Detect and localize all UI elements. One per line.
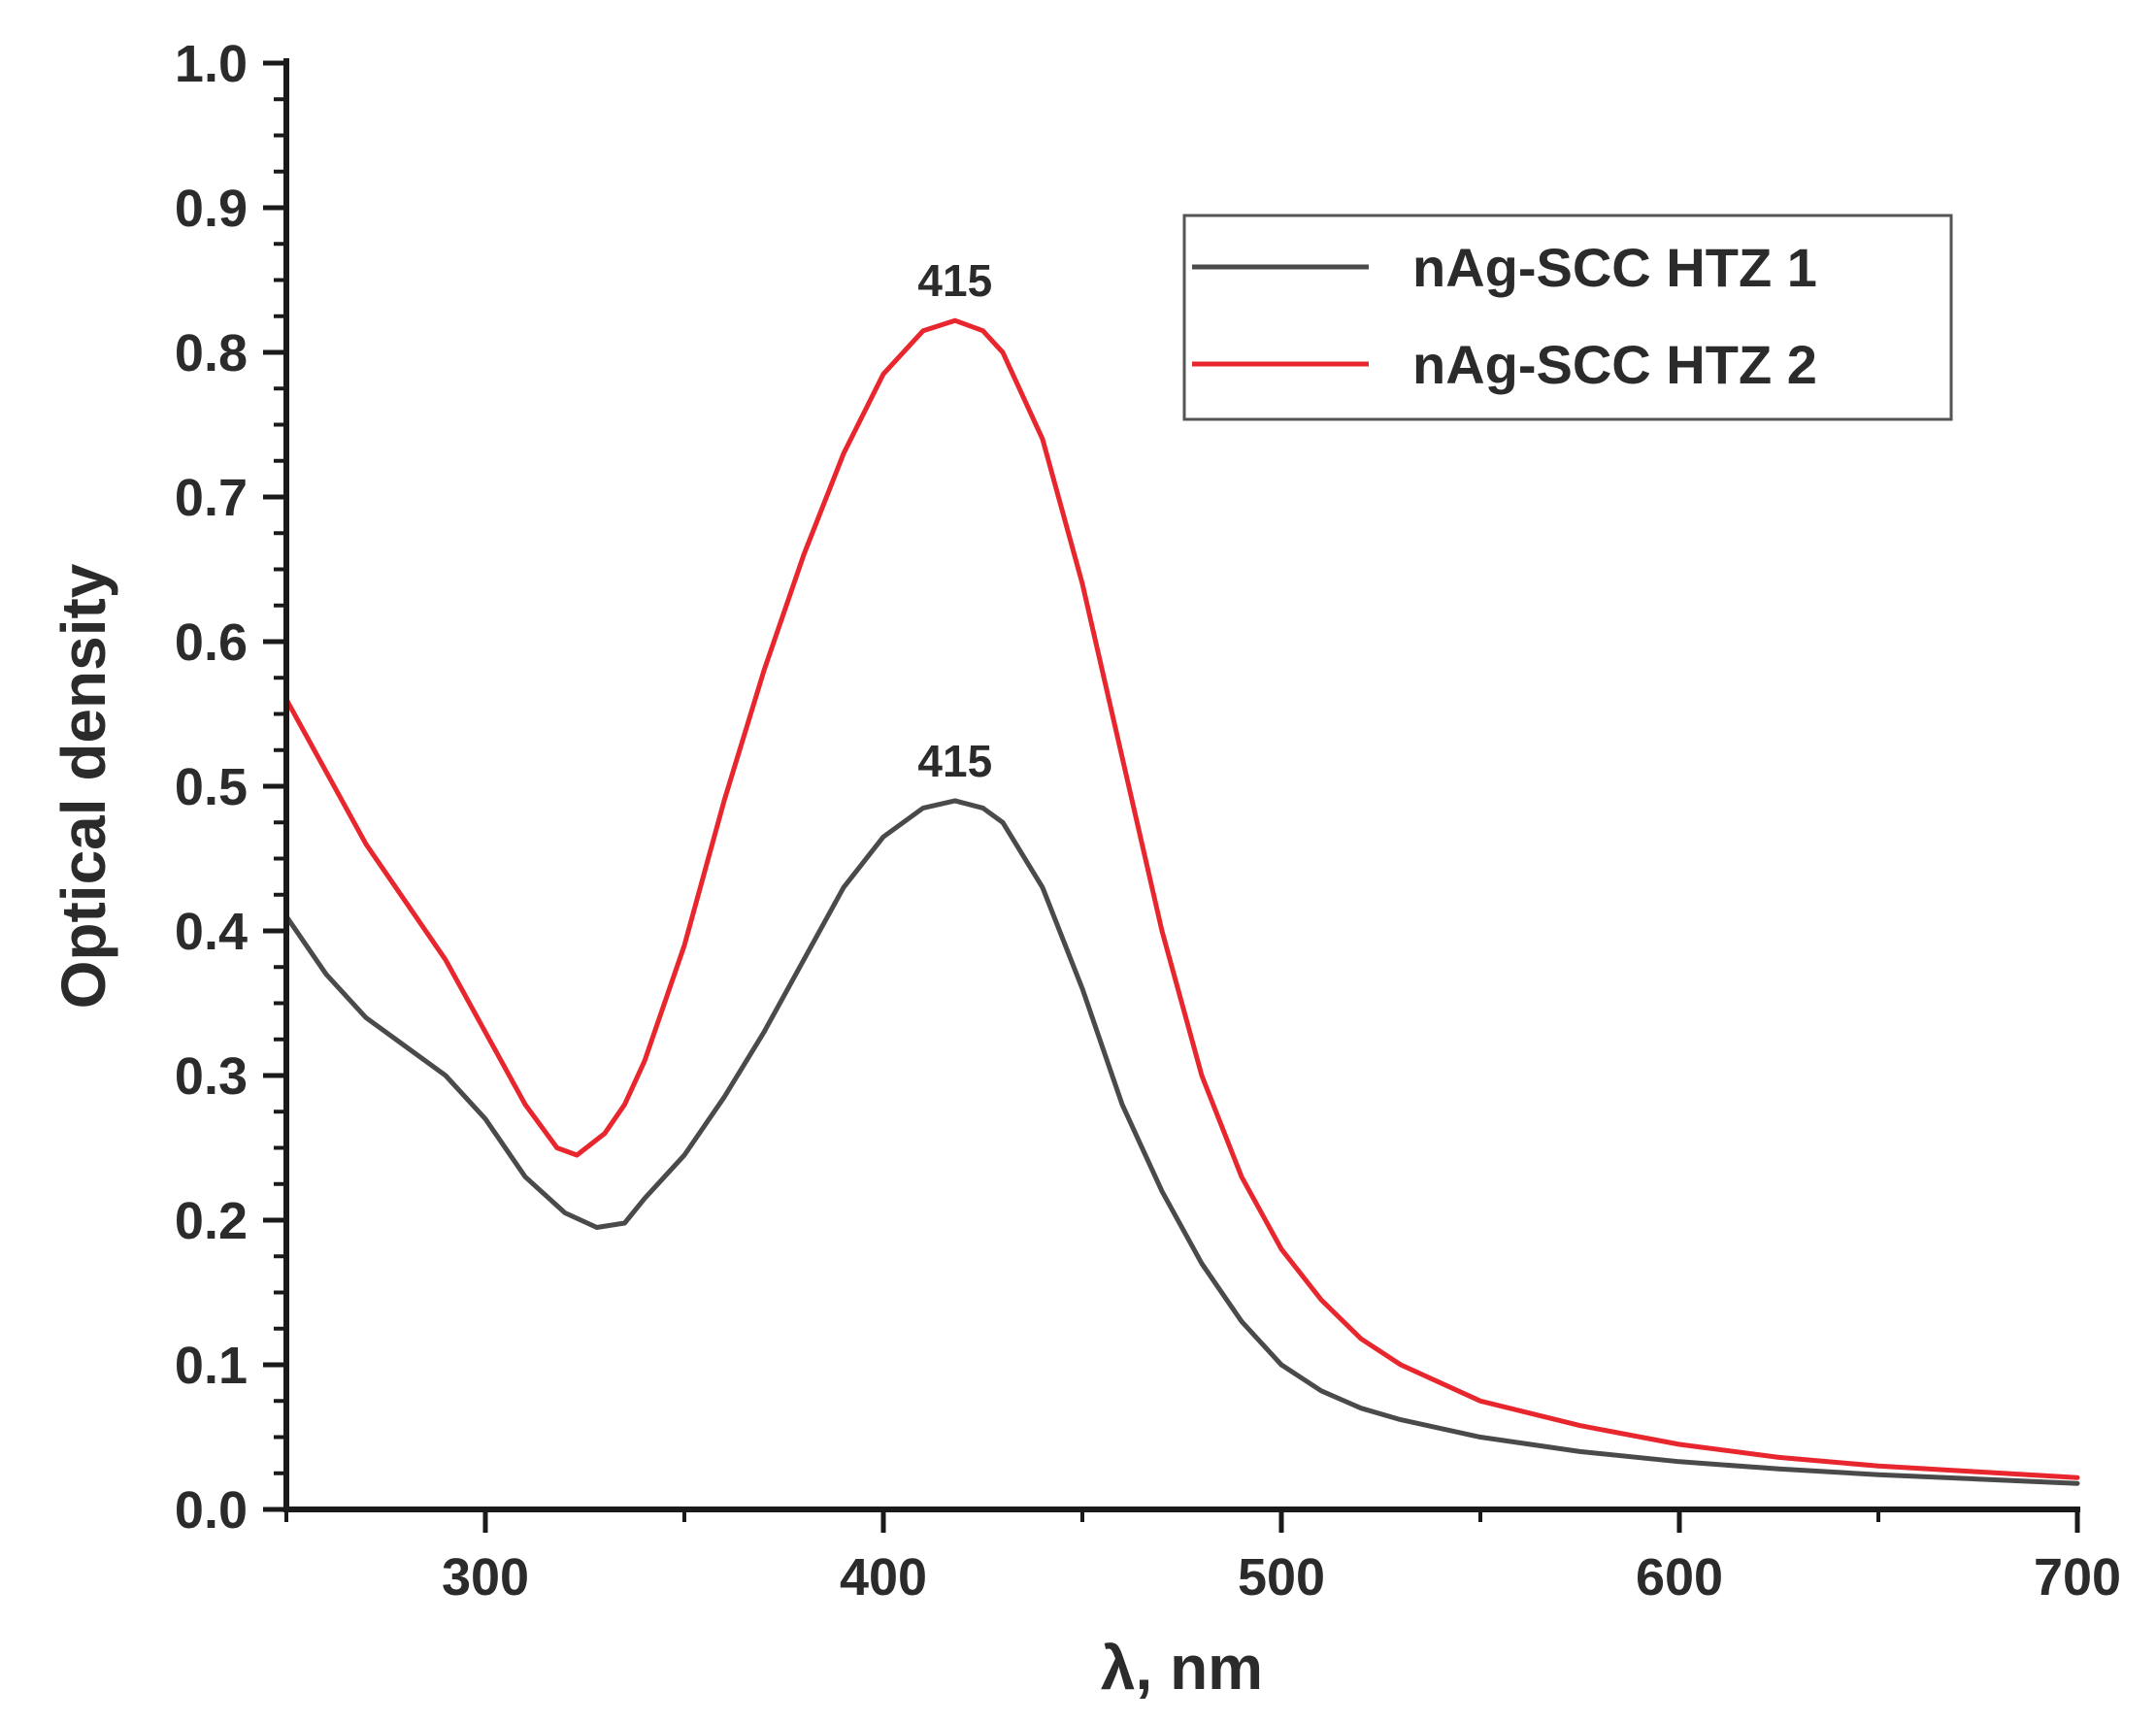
y-tick-label: 0.6 (175, 613, 248, 672)
y-tick-label: 0.7 (175, 469, 248, 527)
peak-label: 415 (917, 255, 992, 306)
x-tick-label: 500 (1238, 1548, 1325, 1606)
y-tick-label: 0.4 (175, 903, 248, 961)
series-line-1 (283, 798, 2080, 1486)
x-tick-label: 300 (442, 1548, 529, 1606)
plot-lines (283, 317, 2080, 1486)
axis-ticks: 0.0 0.1 0.2 0.3 0.4 0.5 0.6 0.7 0.8 0.9 1.0 300 400 5… (175, 35, 2121, 1606)
y-tick-label: 0.8 (175, 324, 248, 382)
x-tick-label: 600 (1636, 1548, 1723, 1606)
y-tick-label: 0.0 (175, 1481, 248, 1540)
peak-label: 415 (917, 736, 992, 786)
legend-box (1182, 214, 1953, 421)
legend-label-1: nAg-SCC HTZ 1 (1412, 237, 1817, 298)
y-tick-label: 0.3 (175, 1047, 248, 1106)
y-tick-label: 0.2 (175, 1192, 248, 1250)
y-axis-title: Optical density (49, 563, 118, 1009)
x-tick-label: 400 (840, 1548, 927, 1606)
y-tick-label: 0.9 (175, 180, 248, 238)
x-axis-title: λ, nm (1101, 1633, 1263, 1703)
legend: nAg-SCC HTZ 1 nAg-SCC HTZ 2 (1182, 214, 1953, 421)
legend-label-2: nAg-SCC HTZ 2 (1412, 334, 1817, 395)
series-line-2 (283, 317, 2080, 1480)
peak-annotations: 415 415 (917, 255, 992, 786)
x-tick-label: 700 (2034, 1548, 2121, 1606)
y-tick-label: 0.1 (175, 1337, 248, 1395)
y-tick-label: 0.5 (175, 758, 248, 816)
y-tick-label: 1.0 (175, 35, 248, 93)
